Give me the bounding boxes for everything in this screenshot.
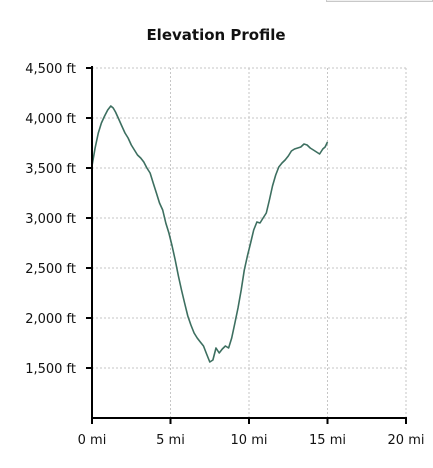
- x-tick-label: 15 mi: [309, 433, 346, 448]
- y-tick-label: 2,500 ft: [25, 262, 76, 277]
- x-tick-label: 0 mi: [78, 433, 107, 448]
- x-tick-label: 20 mi: [388, 433, 425, 448]
- y-tick-label: 4,000 ft: [25, 112, 76, 127]
- x-tick-label: 10 mi: [231, 433, 268, 448]
- y-tick-label: 2,000 ft: [25, 312, 76, 327]
- y-tick-label: 3,500 ft: [25, 162, 76, 177]
- y-tick-label: 1,500 ft: [25, 362, 76, 377]
- y-tick-label: 3,000 ft: [25, 212, 76, 227]
- x-tick-label: 5 mi: [156, 433, 185, 448]
- axis-layer: [91, 66, 407, 419]
- chart-title: Elevation Profile: [146, 26, 285, 44]
- series-line-0: [91, 105, 329, 363]
- y-tick-label: 4,500 ft: [25, 62, 76, 77]
- tick-layer: 0 mi 5 mi 10 mi 15 mi 20 mi 1,500 ft 2,000 ft 2…: [25, 62, 424, 448]
- grid-layer: [92, 67, 407, 418]
- series-layer: [91, 105, 329, 363]
